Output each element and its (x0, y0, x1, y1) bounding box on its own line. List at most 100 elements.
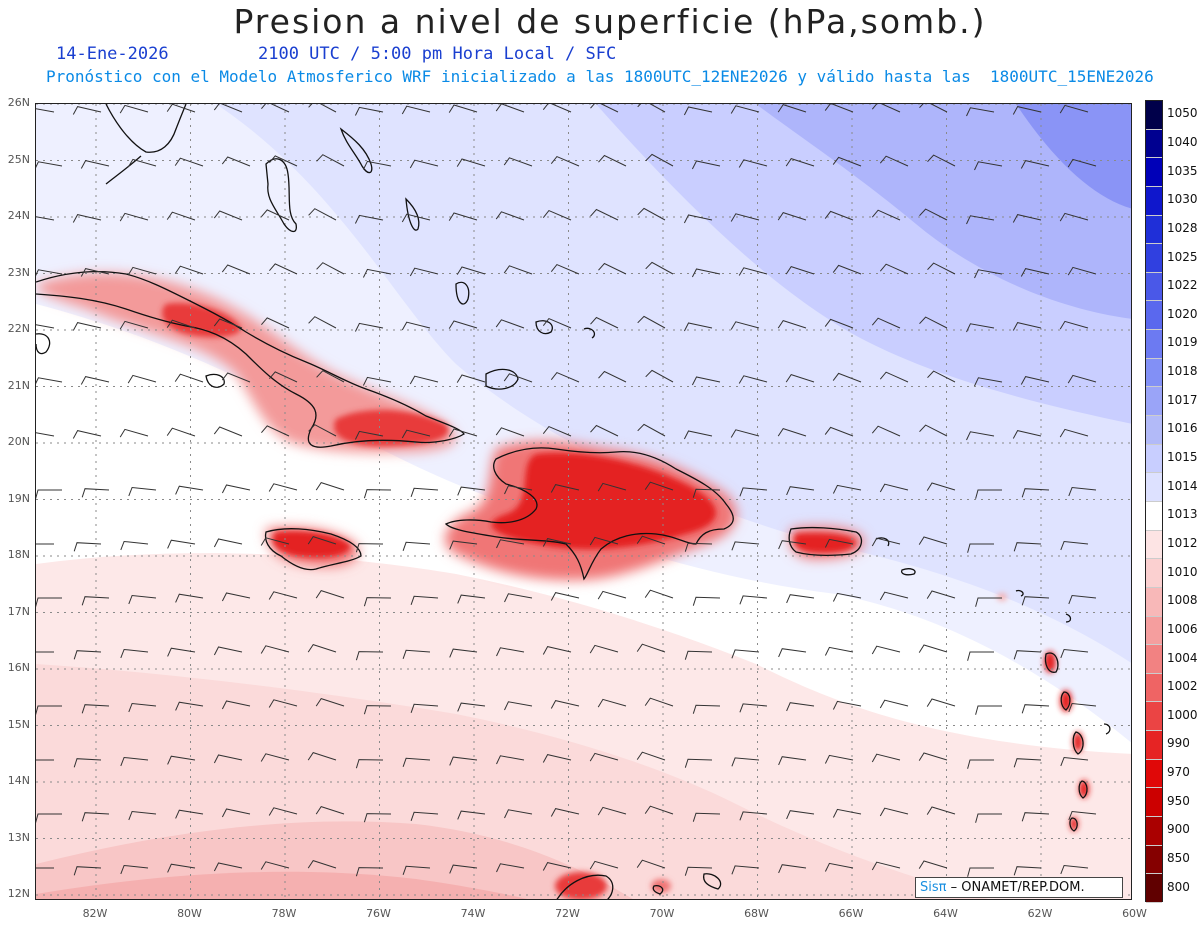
coast-turks (583, 327, 596, 339)
colorbar-swatch (1146, 874, 1162, 903)
coast-guadeloupe (1044, 652, 1059, 673)
coast-martinique (1072, 731, 1084, 755)
colorbar-swatch (1146, 444, 1162, 474)
coast-long-island (405, 197, 420, 231)
lon-label: 82W (82, 907, 108, 920)
colorbar-level: 970 (1167, 765, 1190, 780)
coast-cuba (36, 270, 465, 448)
coast-florida-keys (105, 155, 142, 185)
lon-label: 70W (649, 907, 675, 920)
lat-label: 13N (7, 830, 30, 844)
colorbar-level: 1015 (1167, 450, 1198, 465)
lon-label: 64W (933, 907, 958, 920)
colorbar-level: 1004 (1167, 650, 1198, 665)
coast-dominica (1060, 691, 1071, 711)
coast-andros (265, 158, 297, 233)
colorbar-level: 1020 (1167, 306, 1198, 321)
colorbar-level: 1016 (1167, 421, 1198, 436)
colorbar-swatch (1146, 473, 1162, 502)
colorbar-swatch (1146, 645, 1162, 674)
colorbar-level: 1012 (1167, 535, 1198, 550)
colorbar-swatch (1146, 387, 1162, 417)
lon-label: 80W (177, 907, 202, 920)
colorbar-swatch (1146, 817, 1162, 846)
coast-aruba (652, 884, 664, 895)
coast-curacao (702, 873, 722, 890)
colorbar-swatch (1146, 301, 1162, 331)
colorbar-level: 1019 (1167, 335, 1198, 350)
colorbar-swatch (1146, 358, 1162, 388)
coast-barbados (1103, 723, 1111, 735)
coast-eleuthera (339, 127, 373, 174)
colorbar-swatch (1146, 158, 1162, 187)
coast-antigua (1065, 613, 1072, 623)
colorbar-level: 1025 (1167, 249, 1198, 264)
colorbar-level: 1008 (1167, 593, 1198, 608)
colorbar-swatch (1146, 330, 1162, 359)
field-1019 (1016, 104, 1131, 209)
colorbar-level: 990 (1167, 736, 1190, 751)
colorbar-level: 1017 (1167, 392, 1198, 407)
colorbar-level: 1050 (1167, 106, 1198, 121)
colorbar-swatch (1146, 501, 1162, 531)
lon-label: 68W (744, 907, 769, 920)
lat-label: 14N (7, 774, 30, 787)
wind-barbs (36, 104, 1097, 877)
field-1018 (756, 104, 1131, 319)
coast-st-vincent (1069, 817, 1078, 832)
lat-label: 21N (7, 378, 30, 392)
coast-jamaica (264, 528, 362, 571)
heat-cores (162, 303, 1089, 899)
lat-label: 19N (7, 491, 30, 505)
coastlines (36, 104, 1111, 899)
lat-label: 17N (7, 604, 30, 618)
colorbar-level: 1022 (1167, 278, 1198, 293)
colorbar-level: 900 (1167, 822, 1190, 837)
coast-hispaniola (444, 447, 734, 581)
coast-great-inagua (485, 368, 519, 390)
lat-label: 26N (7, 96, 30, 109)
pressure-map (35, 103, 1132, 900)
lon-label: 78W (271, 907, 297, 920)
colorbar-swatch (1146, 129, 1162, 159)
colorbar-swatch (1146, 559, 1162, 588)
credit-box: Sisπ – ONAMET/REP.DOM. (915, 877, 1123, 898)
field-1006 (36, 871, 528, 899)
map-canvas (36, 104, 1131, 899)
lat-label: 16N (7, 661, 30, 674)
lat-label: 15N (7, 717, 30, 731)
heat-cuba (36, 273, 456, 453)
lat-label: 25N (7, 152, 30, 166)
forecast-time: 2100 UTC / 5:00 pm Hora Local / SFC (258, 44, 617, 64)
lon-label: 72W (555, 907, 580, 920)
coast-isla-juventud (205, 373, 225, 388)
coast-anguilla (1015, 589, 1024, 597)
lat-label: 18N (7, 548, 30, 561)
colorbar-swatch (1146, 244, 1162, 273)
colorbar-swatch (1146, 845, 1162, 875)
colorbar-level: 1014 (1167, 478, 1198, 493)
colorbar-level: 800 (1167, 879, 1190, 894)
colorbar-level: 1035 (1167, 163, 1198, 178)
lon-label: 66W (838, 907, 864, 920)
colorbar-level: 1013 (1167, 507, 1198, 522)
model-info: Pronóstico con el Modelo Atmosferico WRF… (46, 67, 1154, 86)
colorbar-level: 1028 (1167, 220, 1198, 235)
lat-label: 20N (7, 435, 30, 448)
coast-st-croix (900, 568, 916, 576)
colorbar-swatch (1146, 530, 1162, 560)
colorbar-swatch (1146, 101, 1162, 130)
lon-label: 60W (1122, 907, 1147, 920)
colorbar-swatch (1146, 673, 1162, 703)
coast-yucatan (36, 333, 51, 355)
lat-label: 23N (7, 265, 30, 279)
colorbar-level: 1030 (1167, 192, 1198, 207)
lat-label: 12N (7, 887, 30, 900)
forecast-date: 14-Ene-2026 (56, 44, 169, 64)
colorbar-swatch (1146, 186, 1162, 216)
colorbar-level: 1040 (1167, 134, 1198, 149)
colorbar-level: 1006 (1167, 621, 1198, 636)
colorbar-swatch (1146, 702, 1162, 732)
map-title: Presion a nivel de superficie (hPa,somb.… (233, 2, 987, 41)
colorbar-level: 950 (1167, 793, 1190, 808)
